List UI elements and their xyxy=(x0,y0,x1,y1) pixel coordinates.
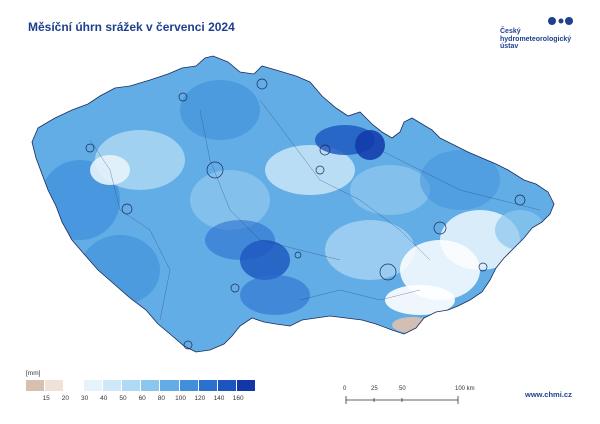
city-outline xyxy=(183,340,193,350)
city-outline xyxy=(206,161,224,179)
website-url[interactable]: www.chmi.cz xyxy=(525,390,572,399)
legend-swatch xyxy=(217,380,238,391)
logo-line: Český xyxy=(500,28,521,35)
city-outline xyxy=(514,194,526,206)
legend-label: 80 xyxy=(157,395,166,402)
precipitation-map xyxy=(31,55,555,353)
legend-swatch xyxy=(160,380,180,391)
legend-label: 15 xyxy=(42,395,50,402)
chmi-logo-text: Český hydrometeorologický ústav xyxy=(500,28,580,51)
city-outlines xyxy=(85,78,526,350)
city-outline xyxy=(121,203,133,215)
legend-label: 140 xyxy=(213,395,225,402)
scale-bar-label: 50 xyxy=(399,386,406,392)
logo-line: hydrometeorologický xyxy=(500,35,572,43)
legend-label: 50 xyxy=(119,395,127,402)
map-title: Měsíční úhrn srážek v červenci 2024 xyxy=(28,20,235,34)
city-outline xyxy=(319,144,331,156)
city-outline xyxy=(478,262,488,272)
scale-bar: 0 25 50 100 km xyxy=(343,386,475,410)
legend-swatch xyxy=(198,380,218,391)
legend-swatch xyxy=(237,380,257,391)
chmi-logo-icon xyxy=(548,17,573,25)
legend-label: 30 xyxy=(80,395,89,402)
precipitation-fields xyxy=(40,80,545,345)
city-outline xyxy=(315,165,325,175)
legend-label: 160 xyxy=(232,395,244,402)
legend-swatch xyxy=(121,380,142,391)
legend-swatch xyxy=(45,380,65,391)
city-outline xyxy=(230,283,240,293)
scale-bar-label: 0 xyxy=(343,386,347,392)
scale-bar-label: 25 xyxy=(371,386,378,392)
legend-swatch xyxy=(179,380,199,391)
logo-line: ústav xyxy=(500,43,519,50)
region-boundaries xyxy=(89,99,541,321)
legend-swatch xyxy=(102,380,122,391)
legend-label: 40 xyxy=(100,395,108,402)
legend-swatch xyxy=(141,380,161,391)
city-outline xyxy=(256,78,268,90)
legend-swatch xyxy=(26,380,46,391)
legend-color-bar xyxy=(26,380,257,391)
city-outline xyxy=(433,221,447,235)
city-outline xyxy=(294,251,302,259)
city-outline xyxy=(178,92,188,102)
legend-swatch xyxy=(64,380,84,391)
city-outline xyxy=(85,143,95,153)
legend-swatch xyxy=(83,380,103,391)
scale-bar-label: 100 km xyxy=(455,386,475,392)
scale-bar-line xyxy=(345,396,459,404)
legend-label: 100 xyxy=(175,395,187,402)
legend-label: 60 xyxy=(138,395,146,402)
legend-unit: [mm] xyxy=(26,370,41,377)
legend-labels: 15 20 30 40 50 60 80 100 120 140 160 xyxy=(26,395,266,405)
city-outline xyxy=(379,263,397,281)
country-border xyxy=(31,55,555,353)
legend-label: 20 xyxy=(61,395,70,402)
legend-label: 120 xyxy=(194,395,206,402)
